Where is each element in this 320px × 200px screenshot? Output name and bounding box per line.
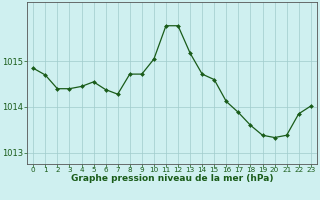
X-axis label: Graphe pression niveau de la mer (hPa): Graphe pression niveau de la mer (hPa) xyxy=(71,174,273,183)
